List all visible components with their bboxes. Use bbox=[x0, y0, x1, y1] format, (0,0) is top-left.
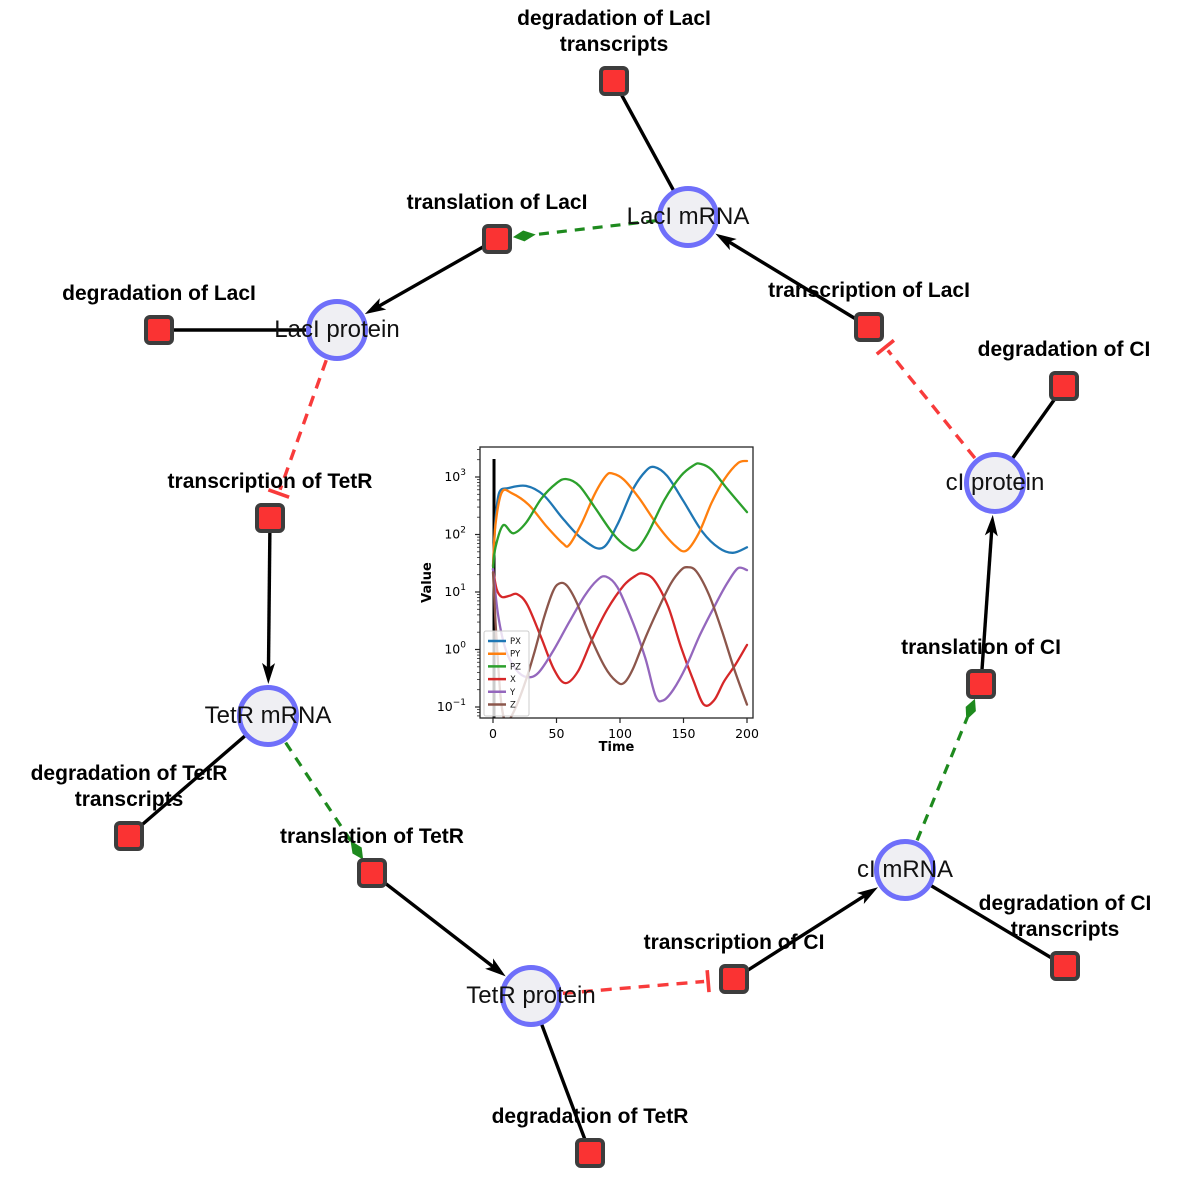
x-axis-tick-label: 150 bbox=[672, 726, 696, 741]
reaction-node-degradation-of-laci[interactable] bbox=[144, 315, 174, 345]
curve-PZ bbox=[491, 462, 749, 571]
curve-X bbox=[491, 567, 749, 707]
edge-production-translation-of-ci-to-ci-protein bbox=[979, 514, 998, 685]
edge-inhibition-tetr-protein-to-transcription-of-ci bbox=[562, 970, 711, 996]
legend-entry-label: PZ bbox=[510, 662, 521, 672]
species-node-laci-mrna[interactable] bbox=[657, 186, 719, 248]
edge-consumption-ci-mrna-to-degradation-of-ci-transcripts bbox=[904, 868, 1066, 968]
simulation-plot-svg: 0 50 100 150 20010−1100101102103TimeValuePXP… bbox=[420, 446, 759, 755]
species-node-tetr-mrna[interactable] bbox=[237, 685, 299, 747]
reaction-node-transcription-of-laci[interactable] bbox=[854, 312, 884, 342]
edge-production-transcription-of-ci-to-ci-mrna bbox=[733, 887, 879, 981]
y-axis-tick-label: 101 bbox=[444, 583, 466, 599]
reaction-node-degradation-of-tetr-transcripts[interactable] bbox=[114, 821, 144, 851]
species-node-laci-protein[interactable] bbox=[306, 299, 368, 361]
diamond-arrow-head-icon bbox=[350, 840, 364, 860]
arrow-head-icon bbox=[715, 233, 737, 251]
species-node-ci-mrna[interactable] bbox=[874, 839, 936, 901]
t-bar-inhibitor-icon bbox=[705, 970, 711, 993]
reaction-node-translation-of-laci[interactable] bbox=[482, 224, 512, 254]
plot-frame bbox=[479, 446, 754, 719]
edge-production-translation-of-laci-to-laci-protein bbox=[364, 237, 498, 315]
legend-entry-label: Y bbox=[509, 688, 516, 698]
arrow-head-icon bbox=[856, 887, 879, 904]
edge-modifier-laci-mrna-to-translation-of-laci bbox=[512, 219, 657, 242]
edge-inhibition-ci-protein-to-transcription-of-laci bbox=[875, 338, 977, 460]
reaction-node-degradation-of-laci-transcripts[interactable] bbox=[599, 66, 629, 96]
species-node-tetr-protein[interactable] bbox=[500, 965, 562, 1027]
edge-modifier-ci-mrna-to-translation-of-ci bbox=[915, 698, 976, 841]
diamond-arrow-head-icon bbox=[512, 230, 536, 242]
curve-PX bbox=[491, 465, 749, 568]
edge-inhibition-laci-protein-to-transcription-of-tetr bbox=[267, 359, 328, 499]
t-bar-inhibitor-icon bbox=[267, 488, 290, 499]
reaction-node-translation-of-ci[interactable] bbox=[966, 669, 996, 699]
plot-legend: PX PY PZ XYZ bbox=[483, 630, 530, 717]
x-axis-tick-label: 100 bbox=[608, 726, 632, 741]
arrow-head-icon bbox=[485, 958, 506, 977]
y-axis-title: Value bbox=[420, 562, 435, 603]
legend-entry-label: Z bbox=[510, 701, 516, 711]
edge-production-transcription-of-laci-to-laci-mrna bbox=[715, 233, 870, 329]
x-axis-tick-label: 50 bbox=[549, 726, 565, 741]
x-axis-tick-label: 200 bbox=[735, 726, 759, 741]
legend-entry-label: X bbox=[510, 675, 516, 685]
edge-production-translation-of-tetr-to-tetr-protein bbox=[370, 871, 506, 977]
reaction-node-translation-of-tetr[interactable] bbox=[357, 858, 387, 888]
legend-box bbox=[483, 630, 530, 717]
x-axis-title: Time bbox=[599, 740, 635, 755]
y-axis-tick-label: 103 bbox=[444, 468, 466, 484]
t-bar-inhibitor-icon bbox=[875, 338, 896, 356]
simulation-plot: 0 50 100 150 200 10−1 100 101 102 103 Time Value PX P… bbox=[420, 433, 792, 773]
curve-Y bbox=[491, 566, 749, 703]
reaction-node-degradation-of-tetr[interactable] bbox=[575, 1138, 605, 1168]
arrow-head-icon bbox=[262, 662, 276, 685]
arrow-head-icon bbox=[364, 298, 387, 315]
x-axis-tick-label: 0 bbox=[489, 726, 497, 741]
arrow-head-icon bbox=[984, 514, 998, 537]
reaction-node-transcription-of-tetr[interactable] bbox=[255, 503, 285, 533]
curve-PY bbox=[491, 459, 749, 568]
legend-entry-label: PX bbox=[510, 637, 521, 647]
y-axis-tick-label: 100 bbox=[444, 641, 466, 657]
y-axis-tick-label: 10−1 bbox=[437, 698, 466, 714]
reaction-node-degradation-of-ci[interactable] bbox=[1049, 371, 1079, 401]
y-axis-tick-label: 102 bbox=[444, 526, 466, 542]
legend-entry-label: PY bbox=[510, 650, 521, 660]
diamond-arrow-head-icon bbox=[965, 698, 976, 721]
reaction-node-degradation-of-ci-transcripts[interactable] bbox=[1050, 951, 1080, 981]
edge-production-transcription-of-tetr-to-tetr-mrna bbox=[262, 517, 276, 685]
species-node-ci-protein[interactable] bbox=[964, 452, 1026, 514]
edge-modifier-tetr-mrna-to-translation-of-tetr bbox=[284, 741, 364, 860]
reaction-node-transcription-of-ci[interactable] bbox=[719, 964, 749, 994]
